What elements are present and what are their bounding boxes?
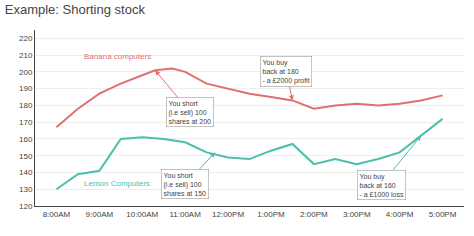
svg-text:140: 140 (19, 168, 33, 177)
svg-text:You buyback at 180- a £2000 pr: You buyback at 180- a £2000 profit (263, 59, 310, 85)
svg-text:180: 180 (19, 101, 33, 110)
svg-text:You buyback at 160- a £1000 lo: You buyback at 160- a £1000 loss (360, 173, 404, 198)
svg-text:Banana computers: Banana computers (84, 52, 151, 61)
svg-text:11:00AM: 11:00AM (169, 210, 201, 219)
svg-text:210: 210 (19, 51, 33, 60)
svg-text:1:00PM: 1:00PM (257, 210, 285, 219)
svg-text:You short(i.e sell) 100shares: You short(i.e sell) 100shares at 150 (164, 172, 207, 197)
svg-text:190: 190 (19, 84, 33, 93)
svg-text:9:00AM: 9:00AM (86, 210, 114, 219)
svg-text:150: 150 (19, 152, 33, 161)
svg-text:2:00PM: 2:00PM (300, 210, 328, 219)
svg-text:Lemon Computers: Lemon Computers (84, 179, 150, 188)
svg-text:Example: Shorting stock: Example: Shorting stock (5, 2, 146, 17)
svg-text:130: 130 (19, 185, 33, 194)
svg-text:10:00AM: 10:00AM (126, 210, 158, 219)
svg-text:You short(i.e sell) 100shares: You short(i.e sell) 100shares at 200 (169, 100, 212, 125)
svg-text:200: 200 (19, 68, 33, 77)
svg-text:5:00PM: 5:00PM (429, 210, 457, 219)
svg-text:4:00PM: 4:00PM (386, 210, 414, 219)
svg-text:160: 160 (19, 135, 33, 144)
svg-text:3:00PM: 3:00PM (343, 210, 371, 219)
svg-text:120: 120 (19, 202, 33, 211)
svg-text:220: 220 (19, 34, 33, 43)
svg-text:170: 170 (19, 118, 33, 127)
svg-text:12:00PM: 12:00PM (212, 210, 244, 219)
svg-text:8:00AM: 8:00AM (43, 210, 71, 219)
